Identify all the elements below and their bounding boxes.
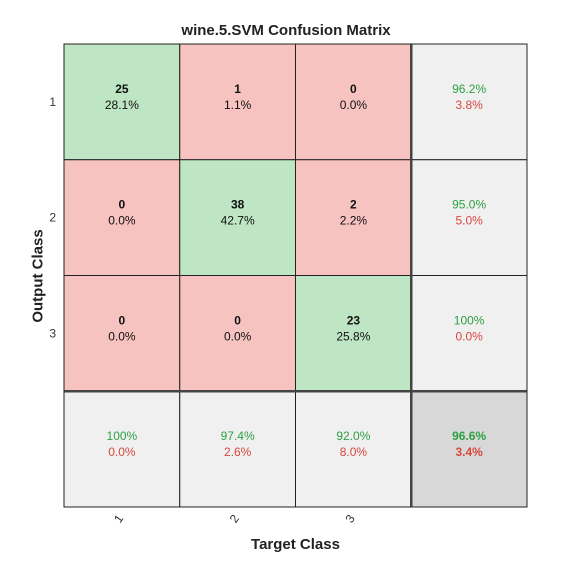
cell-percent: 2.2% <box>340 214 368 228</box>
cell-percent: 0.0% <box>340 98 368 112</box>
cell-percent: 0.0% <box>224 329 252 343</box>
cell-count: 0 <box>119 198 126 212</box>
x-tick-label: 2 <box>227 512 242 526</box>
column-summary-correct: 100% <box>107 429 138 443</box>
y-tick-label: 1 <box>49 95 56 109</box>
y-tick-label: 3 <box>49 326 56 340</box>
overall-correct: 96.6% <box>452 429 486 443</box>
column-summary-error: 2.6% <box>224 445 252 459</box>
cell-count: 0 <box>350 82 357 96</box>
row-summary-cell <box>410 159 528 276</box>
matrix-cell <box>295 275 412 392</box>
column-summary-correct: 97.4% <box>221 429 255 443</box>
matrix-cell <box>295 159 412 276</box>
cell-count: 38 <box>231 198 245 212</box>
x-axis-label: Target Class <box>251 536 340 553</box>
cell-percent: 42.7% <box>221 214 255 228</box>
column-summary-cell <box>295 390 412 508</box>
row-summary-correct: 96.2% <box>452 82 486 96</box>
row-summary-cell <box>410 275 528 392</box>
x-tick-label: 3 <box>342 512 357 526</box>
matrix-cell <box>63 159 181 276</box>
cell-count: 1 <box>234 82 241 96</box>
cell-count: 2 <box>350 198 357 212</box>
column-summary-error: 8.0% <box>340 445 368 459</box>
column-summary-error: 0.0% <box>108 445 136 459</box>
cell-count: 25 <box>115 82 129 96</box>
chart-title: wine.5.SVM Confusion Matrix <box>181 22 391 39</box>
cell-percent: 0.0% <box>108 214 136 228</box>
y-tick-label: 2 <box>49 211 56 225</box>
row-summary-error: 0.0% <box>455 329 483 343</box>
cell-percent: 0.0% <box>108 329 136 343</box>
cell-count: 0 <box>234 313 241 327</box>
row-summary-error: 3.8% <box>455 98 483 112</box>
matrix-cell <box>179 159 296 276</box>
overall-error: 3.4% <box>455 445 483 459</box>
row-summary-error: 5.0% <box>455 214 483 228</box>
cell-count: 23 <box>347 313 361 327</box>
matrix-cell <box>63 275 181 392</box>
matrix-border <box>63 43 528 508</box>
y-axis-label: Output Class <box>29 229 47 323</box>
cell-percent: 25.8% <box>336 329 370 343</box>
row-summary-correct: 95.0% <box>452 198 486 212</box>
matrix-cell <box>179 275 296 392</box>
x-tick-label: 1 <box>111 512 126 526</box>
cell-percent: 1.1% <box>224 98 252 112</box>
column-summary-cell <box>179 390 296 508</box>
cell-count: 0 <box>119 313 126 327</box>
row-summary-correct: 100% <box>454 313 485 327</box>
cell-percent: 28.1% <box>105 98 139 112</box>
column-summary-correct: 92.0% <box>336 429 370 443</box>
column-summary-cell <box>63 390 181 508</box>
